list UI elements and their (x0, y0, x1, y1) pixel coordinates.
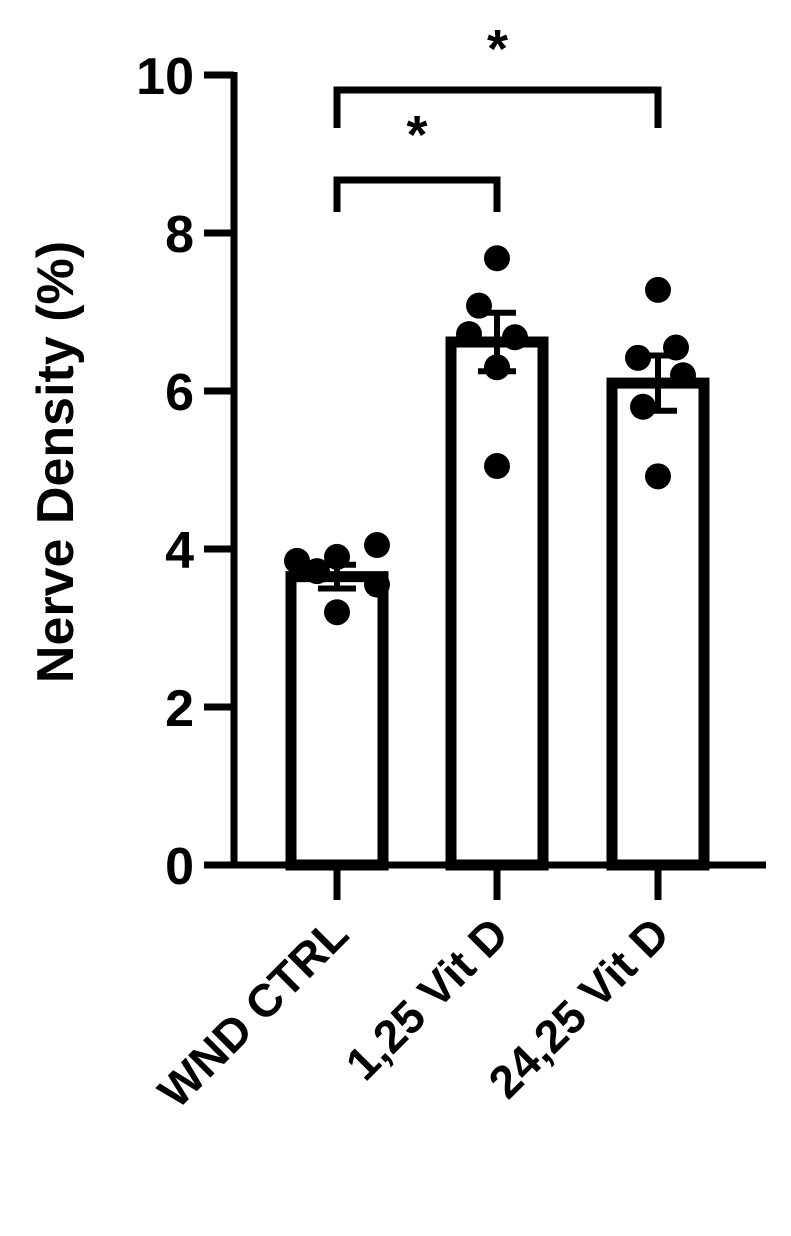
y-axis-label: Nerve Density (%) (27, 241, 85, 683)
significance-brackets: ** (333, 19, 662, 212)
bar (445, 336, 549, 871)
data-point (324, 599, 350, 626)
significance-bracket: * (333, 105, 501, 212)
data-point (324, 543, 350, 570)
y-tick-label: 6 (165, 364, 194, 422)
data-point (456, 321, 482, 348)
y-tick-label: 10 (136, 48, 194, 106)
significance-label: * (406, 105, 427, 165)
data-point (304, 558, 330, 585)
data-point (484, 354, 510, 381)
y-tick-label: 2 (165, 680, 194, 738)
data-point (625, 344, 651, 371)
data-point (645, 276, 671, 303)
y-tick-label: 0 (165, 838, 194, 896)
y-tick-label: 4 (165, 522, 194, 580)
data-point (645, 463, 671, 490)
data-point (364, 532, 390, 559)
significance-bracket: * (333, 19, 662, 128)
data-point (364, 571, 390, 598)
data-point (284, 547, 310, 574)
bracket-line (333, 86, 662, 128)
data-point (466, 292, 492, 319)
data-point (663, 334, 689, 361)
data-point (502, 324, 528, 351)
data-points (284, 245, 696, 626)
significance-label: * (487, 19, 508, 79)
bars (285, 336, 710, 871)
bar (606, 377, 710, 871)
data-point (630, 393, 656, 420)
data-point (484, 245, 510, 272)
data-point (670, 362, 696, 389)
bracket-line (333, 176, 501, 212)
y-tick-label: 8 (165, 206, 194, 264)
data-point (484, 453, 510, 480)
x-tick-label: WND CTRL (148, 907, 358, 1117)
